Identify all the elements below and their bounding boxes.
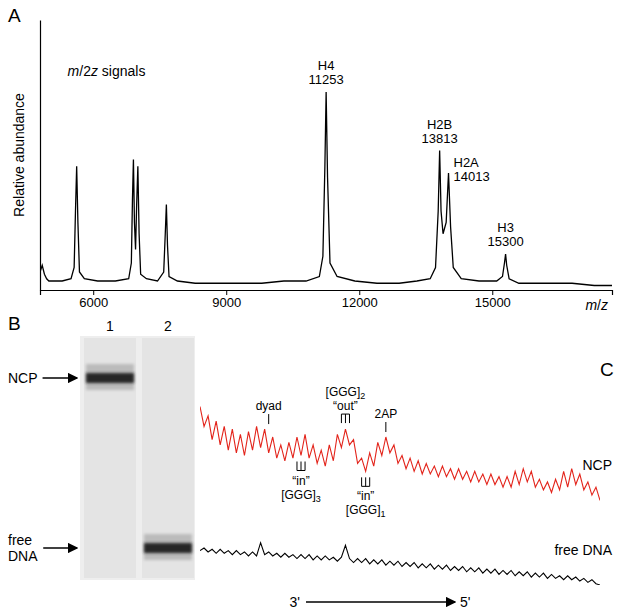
bracket [362,477,370,486]
annotation-label: dyad [256,399,282,413]
annotation: “in”[GGG]3 [281,462,321,504]
figure: A 6000 9000 12000 15000 m/z Relative abundance… [0,0,626,614]
lane-label: 1 [106,318,114,334]
text-part: NCP [8,370,38,386]
text-part: [GGG] [346,503,381,517]
series-label: free DNA [554,542,612,558]
annotation: 2AP [375,407,398,432]
y-axis-line [40,21,41,291]
band-label: free DNA [8,532,38,564]
plot-a [40,92,612,286]
trace-line [200,543,600,585]
peak-name: H3 [497,220,514,235]
x-axis-title: m/z [585,297,608,313]
direction-end: 5' [460,594,470,610]
annotation-label: [GGG]3 [281,488,321,504]
tick-label: 15000 [475,295,511,310]
direction-start: 3' [290,594,300,610]
annotation-label: 2AP [375,407,398,421]
tick-label: 9000 [212,295,241,310]
x-axis: 6000 9000 12000 15000 [41,290,613,310]
y-axis [40,21,41,291]
lane-label: 2 [164,318,172,334]
gel [80,336,195,580]
subscript: 2 [360,391,365,401]
gel-lane [84,338,136,578]
text-part: free [8,532,36,548]
trace-line [200,407,600,501]
annotation-note: “out” [333,399,358,413]
peak-name: H4 [318,58,335,73]
peak-mass: 13813 [422,131,458,146]
subscript: 3 [316,494,321,504]
annotation: “out”[GGG]2 [326,385,366,423]
tick: 12000 [342,290,378,310]
tick-label: 12000 [342,295,378,310]
series-label: NCP [582,457,612,473]
annotation-tick [268,414,269,424]
bracket [297,462,305,471]
text-part: DNA [8,548,38,564]
panel-label: C [600,359,614,380]
peak-mass: 11253 [309,72,344,87]
band-arrow [43,547,77,548]
text-part: [GGG] [326,385,361,399]
annotation: dyad [256,399,282,424]
x-axis-line [41,291,613,296]
plot-c [200,407,600,585]
text-part: signals [98,63,145,79]
annotation-label: [GGG]2 [326,385,366,401]
annotation: m/2z signals [68,63,146,79]
peak-name: H2A [454,155,480,170]
gel-smear [144,534,192,560]
band-arrow [43,377,77,378]
text-part: m [585,297,597,313]
band-label: NCP [8,370,38,386]
peak-mass: 14013 [454,169,490,184]
tick: 6000 [79,290,108,310]
tick: 15000 [475,290,511,310]
peak-mass: 15300 [488,234,524,249]
text-part: m [68,63,80,79]
annotation-note: “in” [357,489,374,503]
text-part: z [600,297,608,313]
gel-band [86,373,134,383]
y-axis-title: Relative abundance [11,93,27,217]
annotation-note: “in” [292,474,309,488]
panel-label: B [8,313,21,334]
peak-name: H2B [427,117,452,132]
spectrum-line [40,92,612,286]
gel-lane [142,338,194,578]
background [0,0,626,614]
direction-arrow [306,601,455,602]
annotation-tick [385,422,386,432]
tick-label: 6000 [79,295,108,310]
annotation-label: [GGG]1 [346,503,386,519]
annotation: “in”[GGG]1 [346,477,386,519]
text-part: [GGG] [281,488,316,502]
bracket [341,414,349,423]
panel-label: A [8,5,21,26]
text-part: z [90,63,98,79]
text-part: /2 [79,63,91,79]
subscript: 1 [380,509,385,519]
tick: 9000 [212,290,241,310]
gel-band [144,543,192,553]
gel-smear [86,364,134,390]
